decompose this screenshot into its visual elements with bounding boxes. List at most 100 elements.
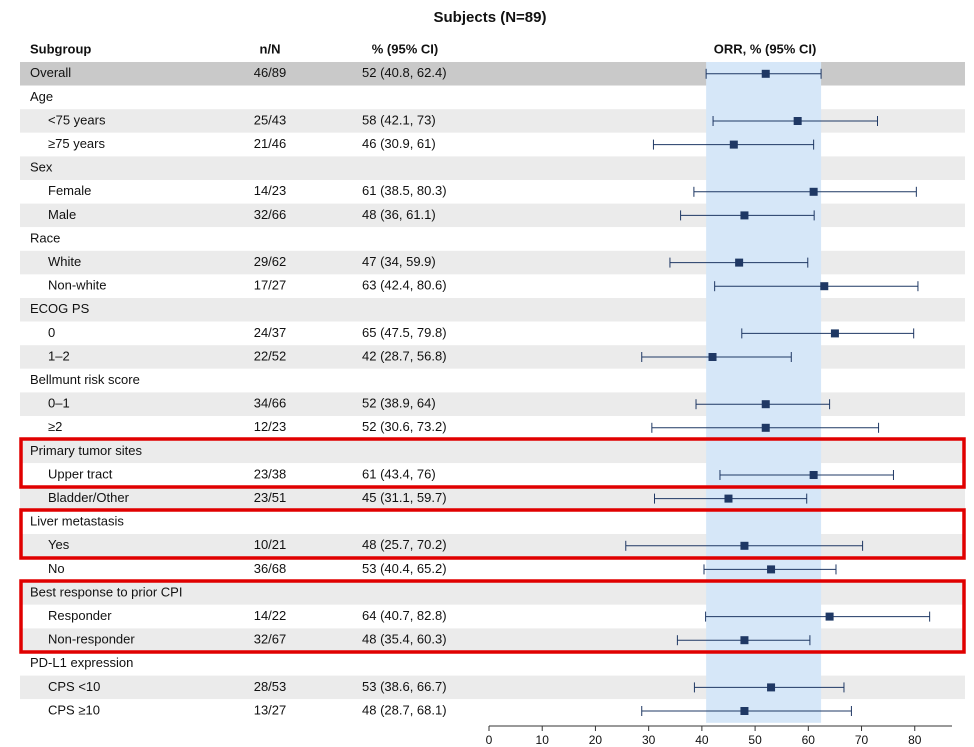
n-label: 24/37 (254, 325, 287, 340)
estimate-marker (767, 565, 776, 574)
row-label: 0 (48, 325, 55, 340)
n-label: 29/62 (254, 254, 287, 269)
value-label: 47 (34, 59.9) (362, 254, 436, 269)
highlight-box (19, 579, 966, 654)
estimate-marker (830, 329, 839, 338)
n-label: 23/38 (254, 466, 287, 481)
row-background (20, 227, 965, 251)
value-label: 61 (43.4, 76) (362, 466, 436, 481)
x-tick-label: 0 (486, 733, 493, 747)
value-label: 48 (25.7, 70.2) (362, 537, 447, 552)
row-label: Best response to prior CPI (30, 584, 182, 599)
n-label: 36/68 (254, 561, 287, 576)
row-background (20, 156, 965, 180)
x-tick-label: 80 (908, 733, 922, 747)
estimate-marker (708, 353, 717, 361)
value-label: 52 (38.9, 64) (362, 396, 436, 411)
row-background (20, 250, 965, 275)
estimate-marker (761, 69, 770, 78)
n-label: 14/23 (254, 183, 287, 198)
value-label: 46 (30.9, 61) (362, 136, 436, 151)
n-label: 10/21 (254, 537, 287, 552)
row-label: 0–1 (48, 396, 70, 411)
row-label: No (48, 561, 65, 576)
row-label: Age (30, 89, 53, 104)
x-tick-label: 30 (642, 733, 656, 747)
row-label: Non-white (48, 278, 107, 293)
content: Overall 46/89 52 (40.8, 62.4) Age <75 years 2… (30, 65, 952, 747)
estimate-marker (740, 541, 749, 550)
highlight-box (19, 508, 966, 560)
row-background (20, 85, 965, 110)
row-background (20, 298, 965, 322)
estimate-marker (809, 471, 818, 479)
row-label: CPS ≥10 (48, 702, 100, 717)
value-label: 48 (28.7, 68.1) (362, 702, 447, 717)
value-label: 52 (40.8, 62.4) (362, 65, 447, 80)
n-label: 34/66 (254, 396, 287, 411)
row-label: Liver metastasis (30, 514, 124, 529)
x-tick-label: 60 (802, 733, 816, 747)
row-background (20, 368, 965, 393)
estimate-marker (740, 707, 749, 715)
n-label: 32/66 (254, 207, 287, 222)
row-background (20, 486, 965, 511)
value-label: 52 (30.6, 73.2) (362, 419, 447, 434)
row-label: ≥2 (48, 419, 62, 434)
n-label: 23/51 (254, 490, 287, 505)
row-label: CPS <10 (48, 679, 100, 694)
estimate-marker (761, 400, 770, 409)
row-background (20, 439, 965, 464)
row-label: Primary tumor sites (30, 443, 142, 458)
row-label: Upper tract (48, 466, 113, 481)
n-label: 14/22 (254, 608, 287, 623)
estimate-marker (740, 211, 749, 220)
row-label: Race (30, 230, 60, 245)
ci-band-layer (706, 62, 822, 723)
value-label: 63 (42.4, 80.6) (362, 278, 447, 293)
column-header: ORR, % (95% CI) (714, 41, 817, 56)
row-label: Yes (48, 537, 70, 552)
value-label: 58 (42.1, 73) (362, 112, 436, 127)
row-background (20, 510, 965, 534)
n-label: 46/89 (254, 65, 287, 80)
column-header: Subgroup (30, 41, 91, 56)
highlight-boxes (19, 437, 966, 654)
column-header: n/N (260, 41, 281, 56)
row-label: ECOG PS (30, 301, 90, 316)
column-header: % (95% CI) (372, 41, 438, 56)
row-label: ≥75 years (48, 136, 105, 151)
n-label: 28/53 (254, 679, 287, 694)
estimate-marker (724, 494, 733, 503)
n-label: 32/67 (254, 632, 287, 647)
row-label: Sex (30, 160, 53, 175)
estimate-marker (729, 140, 738, 149)
value-label: 45 (31.1, 59.7) (362, 490, 447, 505)
row-background (20, 652, 965, 676)
value-label: 53 (38.6, 66.7) (362, 679, 447, 694)
row-label: Bladder/Other (48, 490, 130, 505)
estimate-marker (793, 117, 802, 125)
estimate-marker (820, 282, 829, 291)
overall-ci-band (706, 62, 822, 723)
x-tick-label: 70 (855, 733, 869, 747)
row-label: Non-responder (48, 632, 135, 647)
estimate-marker (740, 636, 749, 645)
value-label: 64 (40.7, 82.8) (362, 608, 447, 623)
row-backgrounds (20, 62, 965, 723)
row-background (20, 62, 965, 86)
value-label: 65 (47.5, 79.8) (362, 325, 447, 340)
row-label: Male (48, 207, 76, 222)
chart-title: Subjects (N=89) (434, 9, 547, 26)
n-label: 13/27 (254, 702, 287, 717)
row-label: Female (48, 183, 91, 198)
x-tick-label: 50 (748, 733, 762, 747)
x-tick-label: 10 (536, 733, 550, 747)
estimate-marker (825, 612, 834, 621)
estimate-marker (809, 187, 818, 196)
n-label: 25/43 (254, 112, 287, 127)
estimate-marker (735, 258, 744, 267)
value-label: 53 (40.4, 65.2) (362, 561, 447, 576)
